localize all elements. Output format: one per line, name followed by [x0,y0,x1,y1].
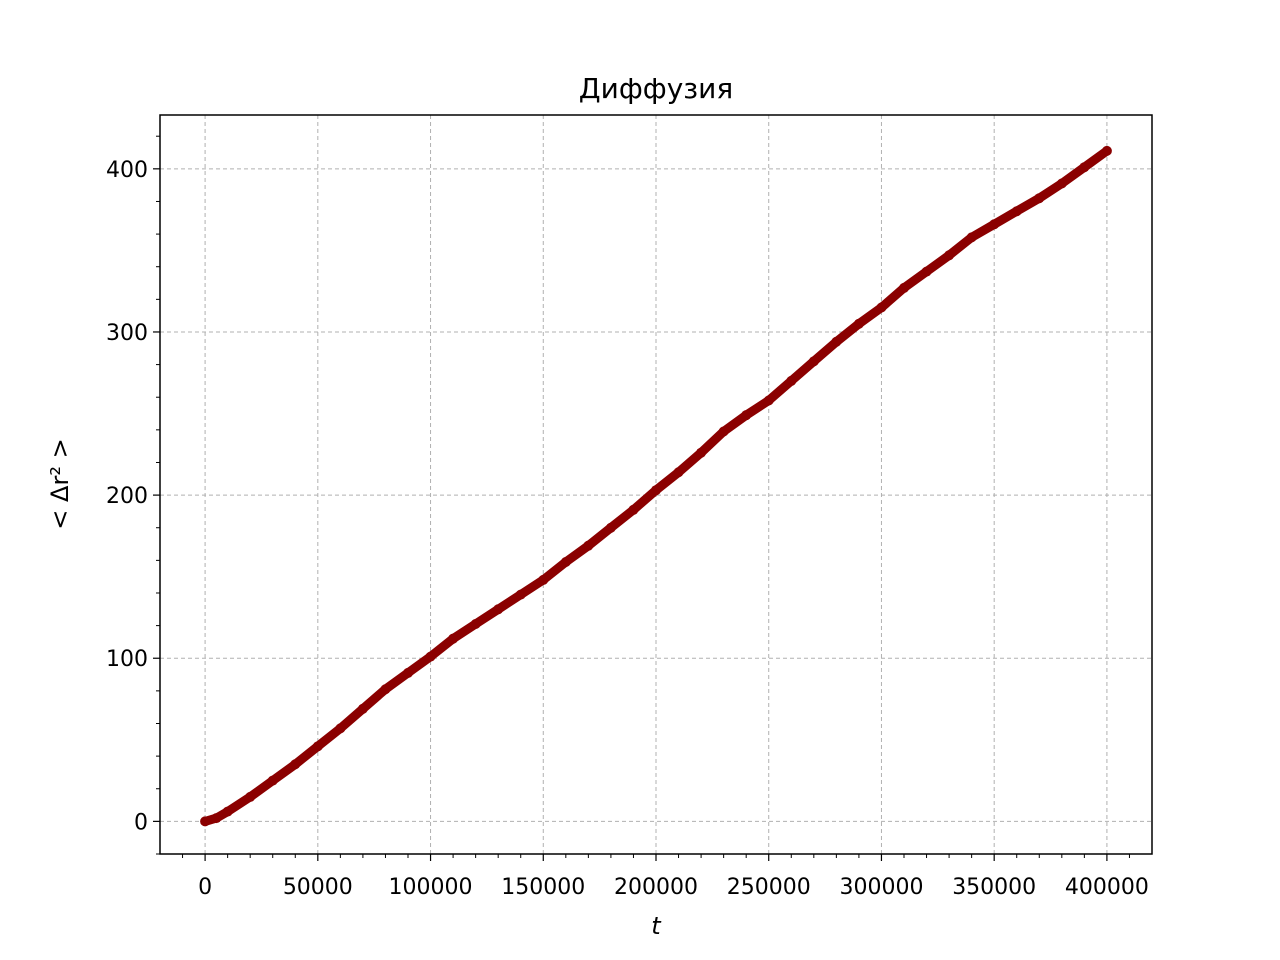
y-tick-label: 400 [106,158,148,183]
data-point [876,302,887,313]
data-point [267,775,278,786]
x-tick-label: 300000 [839,875,923,900]
x-axis-label: t [651,912,662,940]
y-tick-label: 0 [134,810,148,835]
data-point [741,410,752,421]
data-point [357,703,368,714]
data-point [673,467,684,478]
data-point [425,651,436,662]
data-point [560,556,571,567]
data-point [899,282,909,293]
data-point [763,395,774,406]
data-point [1011,206,1022,217]
data-point [989,219,1000,230]
data-point [538,574,549,585]
data-point [583,540,594,551]
x-tick-label: 100000 [389,875,473,900]
data-point [380,684,391,695]
data-point [335,723,346,734]
data-point [1101,145,1112,156]
chart-title: Диффузия [579,72,733,105]
data-point [853,318,864,329]
y-axis-label: < Δr² > [46,438,74,529]
data-point [1056,178,1067,189]
y-tick-label: 200 [106,484,148,509]
data-point [448,633,459,644]
data-point [944,250,955,261]
data-point [222,806,233,817]
x-tick-label: 0 [198,875,212,900]
series-layer [200,145,1112,827]
data-point [696,447,707,458]
data-point [605,522,616,533]
data-point [312,741,323,752]
data-point [403,667,413,678]
data-point [718,426,729,437]
ticks-layer: 0 50000 100000 150000 200000 250000 300000 3500… [106,135,1149,900]
data-point [515,589,526,600]
data-point [786,375,797,386]
data-point [470,618,481,629]
x-tick-label: 400000 [1065,875,1149,900]
data-point [1079,162,1090,173]
grid-layer [160,115,1152,854]
y-tick-label: 100 [106,647,148,672]
data-point [921,266,932,277]
data-point [966,232,977,243]
data-point [245,791,256,802]
x-tick-label: 200000 [614,875,698,900]
x-tick-label: 50000 [283,875,353,900]
x-tick-label: 250000 [727,875,811,900]
y-tick-label: 300 [106,321,148,346]
data-point [200,816,211,827]
data-point [493,604,504,615]
x-tick-label: 150000 [501,875,585,900]
data-point [290,759,301,770]
data-point [651,485,661,496]
data-point [628,504,639,515]
data-point [808,356,819,367]
data-point [1034,193,1045,204]
x-tick-label: 350000 [952,875,1036,900]
data-point [831,336,842,347]
data-point [211,813,222,824]
